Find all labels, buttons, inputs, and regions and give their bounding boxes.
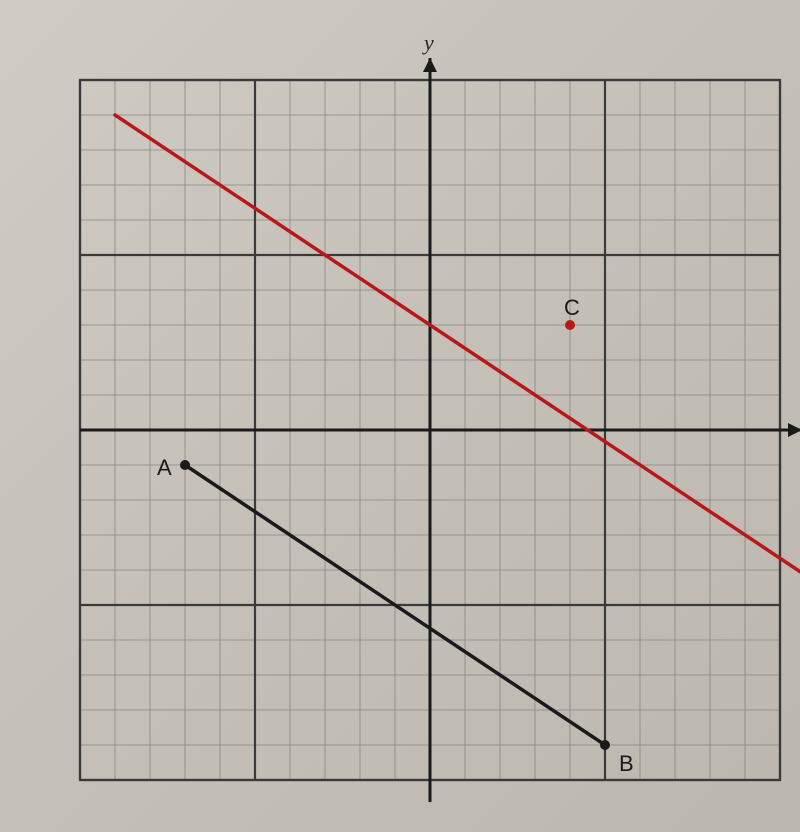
point-label-b: B xyxy=(619,751,634,777)
point-label-c: C xyxy=(564,295,580,321)
coordinate-grid xyxy=(50,50,750,750)
point-label-a: A xyxy=(157,455,172,481)
y-axis-label: y xyxy=(424,30,434,56)
grid-svg xyxy=(50,50,800,810)
